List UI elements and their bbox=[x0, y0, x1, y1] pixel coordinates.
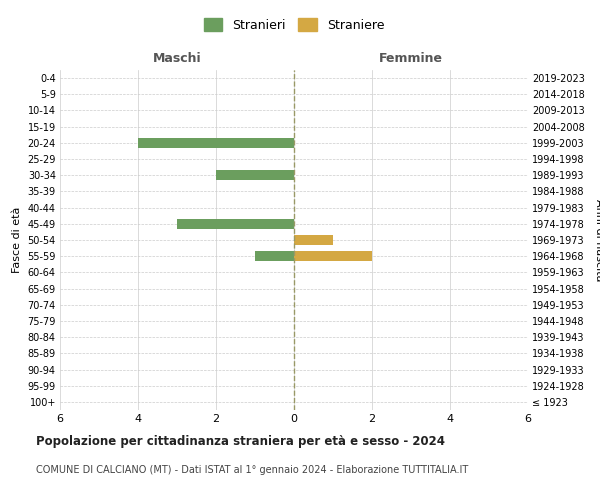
Text: Femmine: Femmine bbox=[379, 52, 443, 65]
Bar bbox=[177, 219, 294, 228]
Bar bbox=[216, 170, 294, 180]
Legend: Stranieri, Straniere: Stranieri, Straniere bbox=[203, 18, 385, 32]
Bar bbox=[294, 252, 372, 261]
Bar bbox=[138, 138, 294, 147]
Text: Maschi: Maschi bbox=[152, 52, 202, 65]
Y-axis label: Fasce di età: Fasce di età bbox=[12, 207, 22, 273]
Bar bbox=[294, 235, 333, 245]
Y-axis label: Anni di nascita: Anni di nascita bbox=[595, 198, 600, 281]
Text: Popolazione per cittadinanza straniera per età e sesso - 2024: Popolazione per cittadinanza straniera p… bbox=[36, 435, 445, 448]
Text: COMUNE DI CALCIANO (MT) - Dati ISTAT al 1° gennaio 2024 - Elaborazione TUTTITALI: COMUNE DI CALCIANO (MT) - Dati ISTAT al … bbox=[36, 465, 468, 475]
Bar bbox=[255, 252, 294, 261]
